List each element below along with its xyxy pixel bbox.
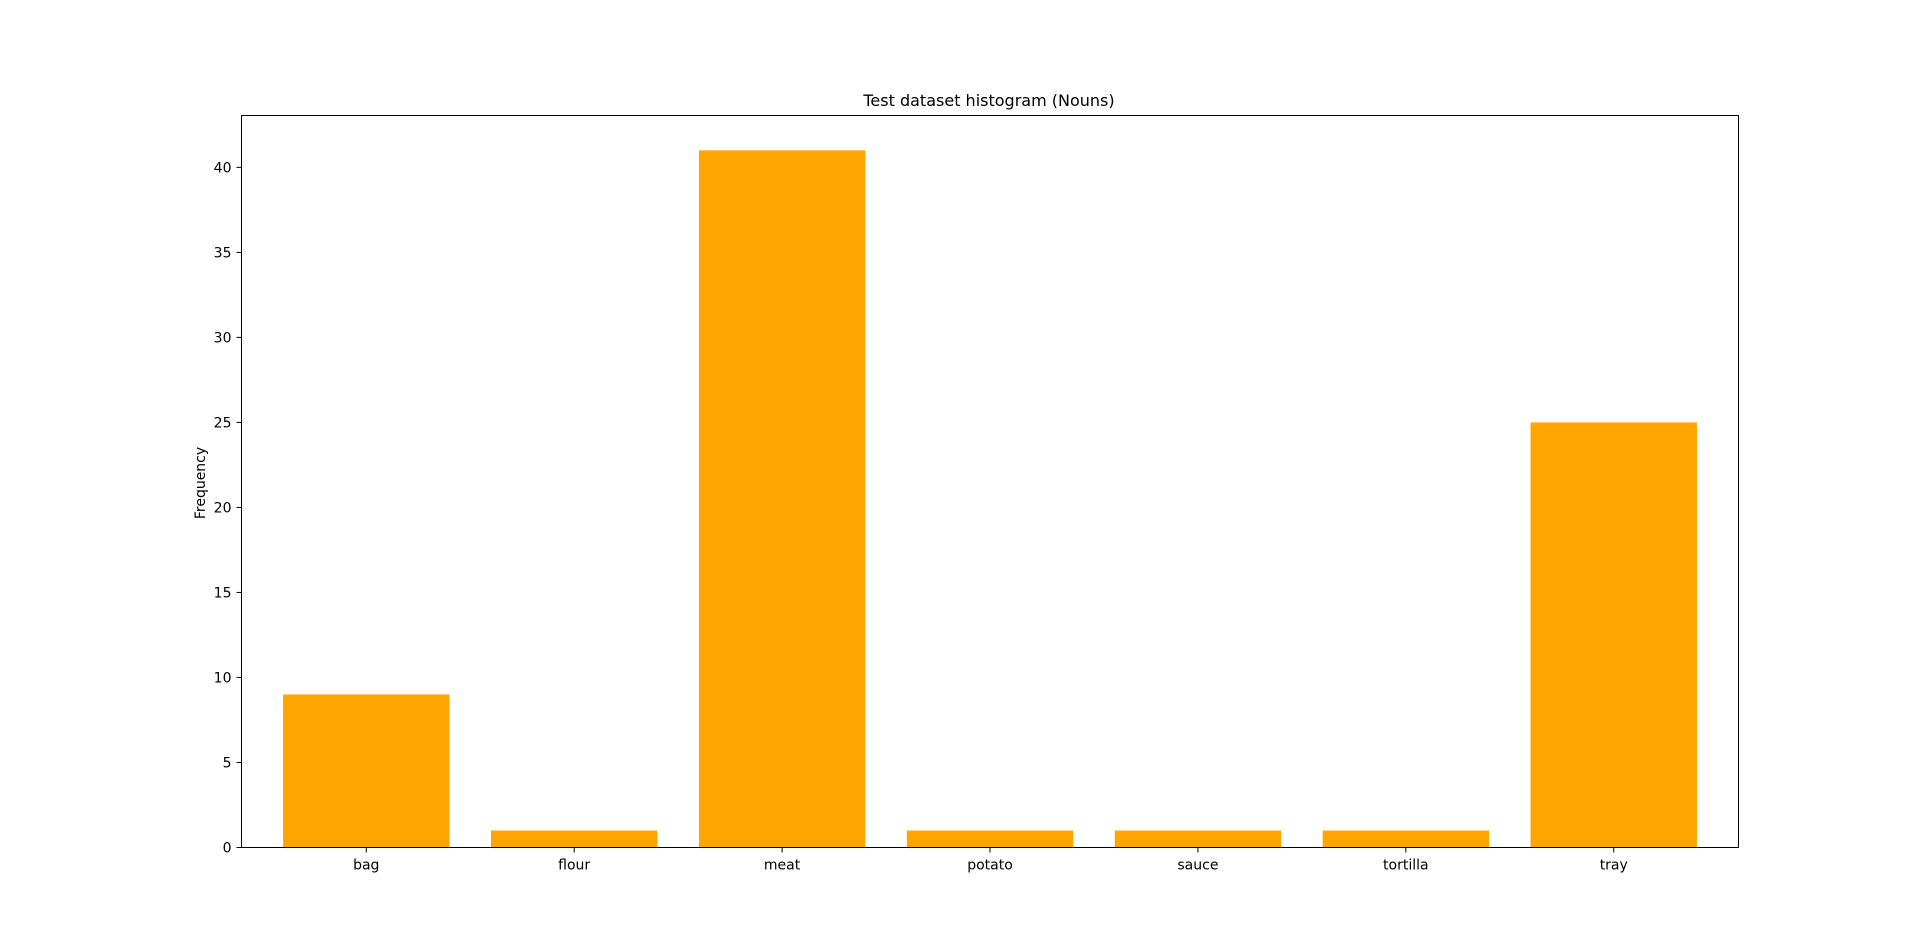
x-tick-label: sauce <box>1177 858 1218 874</box>
x-tick-label: meat <box>764 858 801 874</box>
y-tick-label: 0 <box>223 841 232 857</box>
x-tick-label: flour <box>558 858 590 874</box>
y-tick-label: 10 <box>214 670 232 686</box>
chart-title: Test dataset histogram (Nouns) <box>862 91 1114 110</box>
y-axis-label: Frequency <box>193 447 209 519</box>
bar-flour <box>491 830 658 848</box>
x-tick-label: potato <box>967 858 1013 874</box>
x-tick-label: bag <box>353 858 379 874</box>
bar-tortilla <box>1322 830 1489 848</box>
bar-sauce <box>1114 830 1282 848</box>
y-tick-label: 20 <box>214 500 232 516</box>
bar-potato <box>906 830 1074 848</box>
y-tick-label: 40 <box>214 160 232 176</box>
x-axis-ticks: bag flour meat potato sauce tortilla tray <box>353 847 1628 874</box>
bar-tray <box>1530 422 1697 848</box>
bar-meat <box>698 150 866 848</box>
y-tick-label: 15 <box>214 585 232 601</box>
y-tick-label: 5 <box>223 755 232 771</box>
x-tick-label: tortilla <box>1383 858 1429 874</box>
bars-group <box>283 150 1697 848</box>
y-tick-label: 30 <box>214 330 232 346</box>
bar-bag <box>283 694 450 848</box>
y-tick-label: 35 <box>214 245 232 261</box>
x-tick-label: tray <box>1600 858 1628 874</box>
plot-frame <box>241 115 1739 848</box>
y-axis-ticks: 0 5 10 15 20 25 30 35 40 <box>214 160 242 857</box>
y-tick-label: 25 <box>214 415 232 431</box>
